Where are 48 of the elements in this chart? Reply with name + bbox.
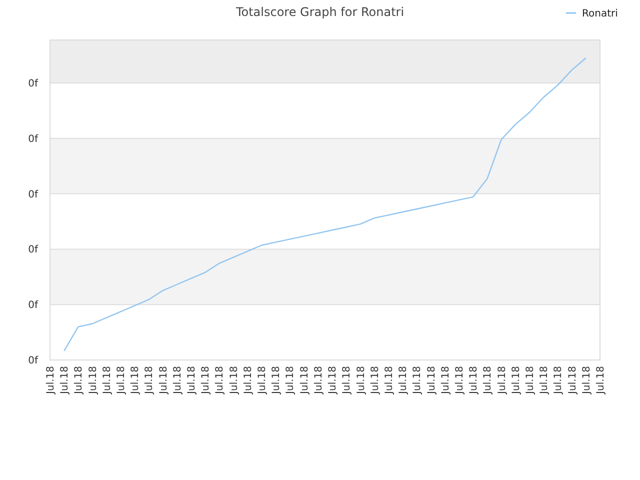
x-tick-label: Jul.18 — [102, 366, 113, 395]
x-tick-label: Jul.18 — [398, 366, 410, 395]
x-tick-label: Jul.18 — [553, 366, 564, 395]
x-tick-label: Jul.18 — [539, 366, 550, 395]
x-tick-label: Jul.18 — [116, 366, 128, 395]
text: 0f — [28, 189, 38, 200]
x-tick-label: Jul.18 — [200, 366, 212, 395]
x-tick-label: Jul.18 — [74, 366, 85, 395]
x-tick-label: Jul.18 — [158, 366, 170, 395]
x-tick-label: Jul.18 — [46, 366, 56, 395]
x-tick-label: Jul.18 — [581, 366, 592, 395]
x-tick-label: Jul.18 — [440, 366, 452, 395]
x-tick-label: Jul.18 — [271, 366, 282, 395]
x-tick-label: Jul.18 — [356, 366, 367, 395]
x-tick-label: Jul.18 — [144, 366, 156, 395]
x-tick-label: Jul.18 — [468, 366, 480, 395]
x-tick-label: Jul.18 — [285, 366, 296, 395]
x-tick-label: Jul.18 — [257, 366, 268, 395]
x-tick-label: Jul.18 — [370, 366, 381, 395]
x-tick-label: Jul.18 — [299, 366, 310, 395]
x-tick-label: Jul.18 — [313, 366, 324, 395]
x-tick-label: Jul.18 — [328, 366, 339, 395]
chart-title: Totalscore Graph for Ronatri — [234, 5, 404, 19]
x-tick-label: Jul.18 — [510, 366, 522, 395]
text: 0f — [28, 134, 38, 145]
x-tick-label: Jul.18 — [214, 366, 226, 395]
x-tick-label: Jul.18 — [596, 366, 606, 395]
x-tick-label: Jul.18 — [454, 366, 466, 395]
x-tick-label: Jul.18 — [342, 366, 353, 395]
text: 0f — [28, 78, 38, 90]
x-tick-label: Jul.18 — [60, 366, 71, 395]
legend-label: Ronatri — [582, 8, 618, 20]
x-tick-label: Jul.18 — [482, 366, 494, 395]
text: 0f — [28, 244, 38, 256]
text: 0f — [28, 300, 38, 312]
x-tick-label: Jul.18 — [186, 366, 198, 395]
x-tick-label: Jul.18 — [228, 366, 240, 395]
x-tick-label: Jul.18 — [412, 366, 424, 395]
x-tick-label: Jul.18 — [384, 366, 395, 395]
x-tick-label: Jul.18 — [242, 366, 254, 395]
x-tick-label: Jul.18 — [426, 366, 438, 395]
x-tick-label: Jul.18 — [130, 366, 142, 395]
x-tick-label: Jul.18 — [172, 366, 184, 395]
x-tick-label: Jul.18 — [496, 366, 508, 395]
x-tick-label: Jul.18 — [88, 366, 99, 395]
text: 0f — [28, 356, 38, 366]
x-tick-label: Jul.18 — [524, 366, 536, 395]
x-tick-label: Jul.18 — [567, 366, 578, 395]
